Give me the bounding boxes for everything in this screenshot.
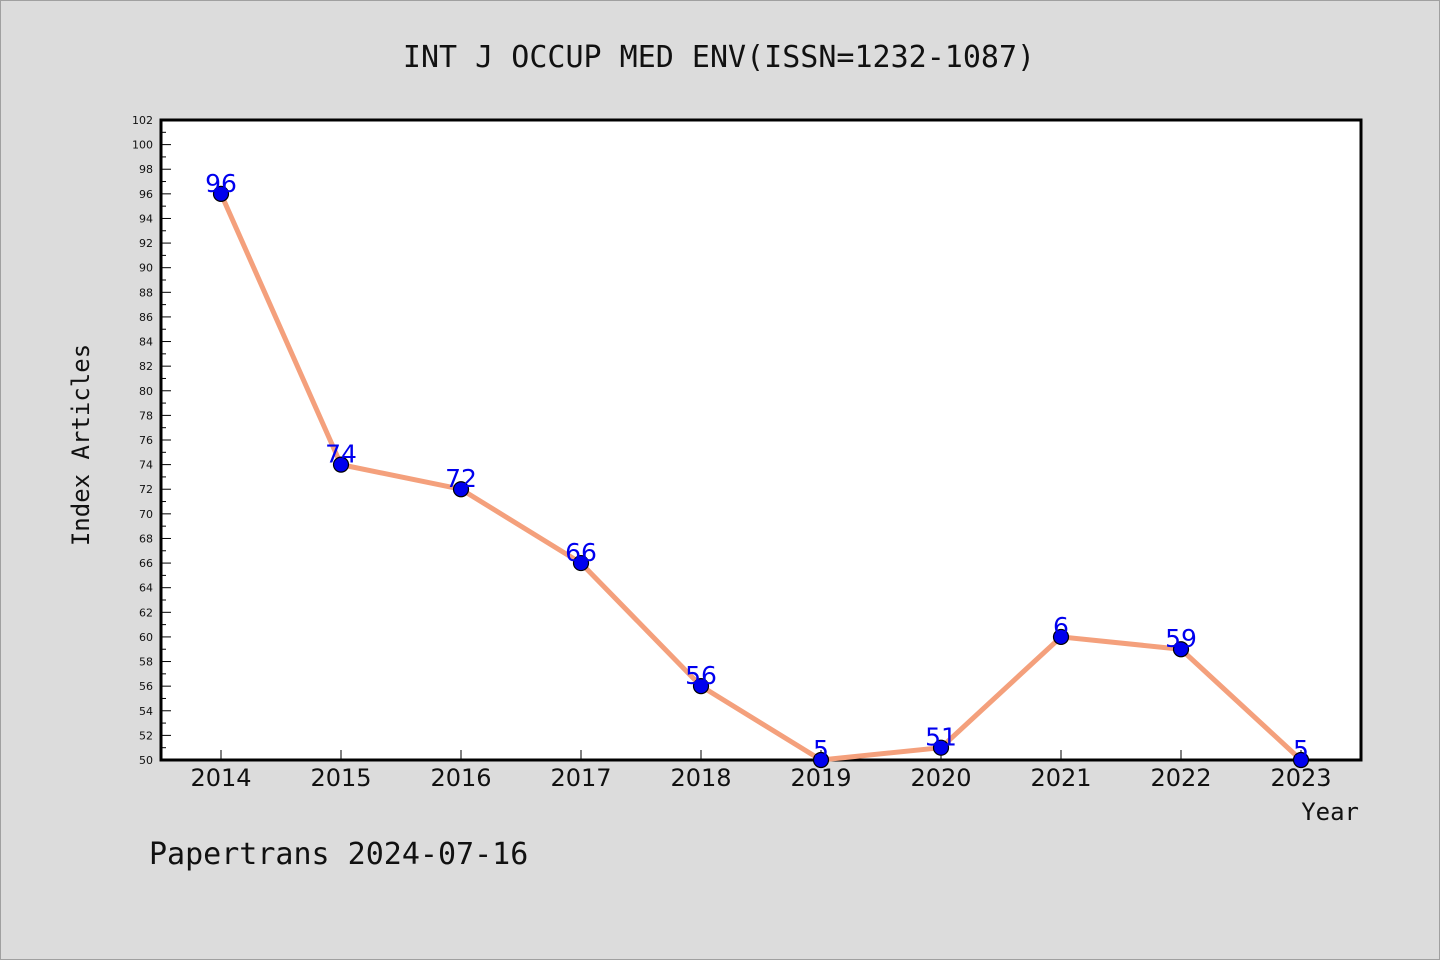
y-tick-label: 62 [139,606,153,619]
data-label-2019: 5 [813,735,829,764]
x-tick-label: 2014 [190,764,251,792]
y-tick-label: 86 [139,311,153,324]
data-point-2021 [1052,628,1070,646]
y-tick-label: 84 [139,336,153,349]
plot-area [159,118,1363,762]
y-tick-label: 68 [139,532,153,545]
y-tick-label: 82 [139,360,153,373]
y-tick-label: 92 [139,237,153,250]
y-tick-label: 100 [132,139,153,152]
y-axis-title: Index Articles [67,344,95,546]
y-tick-label: 88 [139,286,153,299]
data-point-2016 [452,481,470,498]
y-tick-label: 58 [139,656,153,669]
data-points [212,185,1310,769]
y-tick-label: 94 [139,212,153,225]
data-point-2020 [932,739,950,756]
y-tick-label: 78 [139,409,153,422]
y-tick-label: 60 [139,631,153,644]
data-labels: 96 74 72 66 56 5 51 6 59 5 [205,169,1309,764]
data-point-2014 [212,185,230,202]
data-label-2021: 6 [1053,612,1069,641]
x-tick-label: 2020 [910,764,971,792]
data-label-2014: 96 [205,169,237,198]
x-tick-label: 2021 [1030,764,1091,792]
y-tick-label: 54 [139,705,153,718]
y-tick-label: 102 [132,114,153,127]
y-tick-label: 70 [139,508,153,521]
y-tick-label: 50 [139,754,153,767]
data-label-2018: 56 [685,661,717,690]
data-point-2018 [692,678,710,695]
y-tick-label: 52 [139,729,153,742]
x-tick-label: 2016 [430,764,491,792]
data-point-2019 [812,751,830,769]
y-tick-label: 76 [139,434,153,447]
data-point-2015 [332,456,350,473]
x-tick-label: 2018 [670,764,731,792]
x-axis-title: Year [1301,798,1359,826]
y-tick-label: 66 [139,557,153,570]
data-point-2022 [1172,641,1190,658]
series-line [218,192,1303,763]
footer-credit: Papertrans 2024-07-16 [149,837,528,872]
data-label-2022: 59 [1165,624,1197,653]
data-label-2020: 51 [925,723,957,752]
data-label-2023: 5 [1293,735,1309,764]
y-tick-label: 90 [139,262,153,275]
y-tick-label: 56 [139,680,153,693]
data-point-2023 [1292,751,1310,769]
y-tick-label: 80 [139,385,153,398]
chart-title: INT J OCCUP MED ENV(ISSN=1232-1087) [403,40,1035,75]
y-tick-label: 96 [139,188,153,201]
y-tick-label: 64 [139,582,153,595]
y-axis-ticks: 50 52 54 56 58 60 62 64 66 68 70 72 74 76 78 80 82 84 86 88… [132,114,171,767]
y-tick-label: 74 [139,459,153,472]
data-label-2016: 72 [445,464,477,493]
x-axis-ticks: 2014 2015 2016 2017 2018 2019 2020 2021 2022 2023 [190,750,1332,792]
data-label-2017: 66 [565,538,597,567]
x-tick-label: 2015 [310,764,371,792]
y-tick-label: 72 [139,483,153,496]
y-tick-label: 98 [139,163,153,176]
data-point-2017 [572,554,590,572]
x-tick-label: 2019 [790,764,851,792]
x-tick-label: 2023 [1270,764,1331,792]
x-tick-label: 2017 [550,764,611,792]
x-tick-label: 2022 [1150,764,1211,792]
data-label-2015: 74 [325,440,357,469]
